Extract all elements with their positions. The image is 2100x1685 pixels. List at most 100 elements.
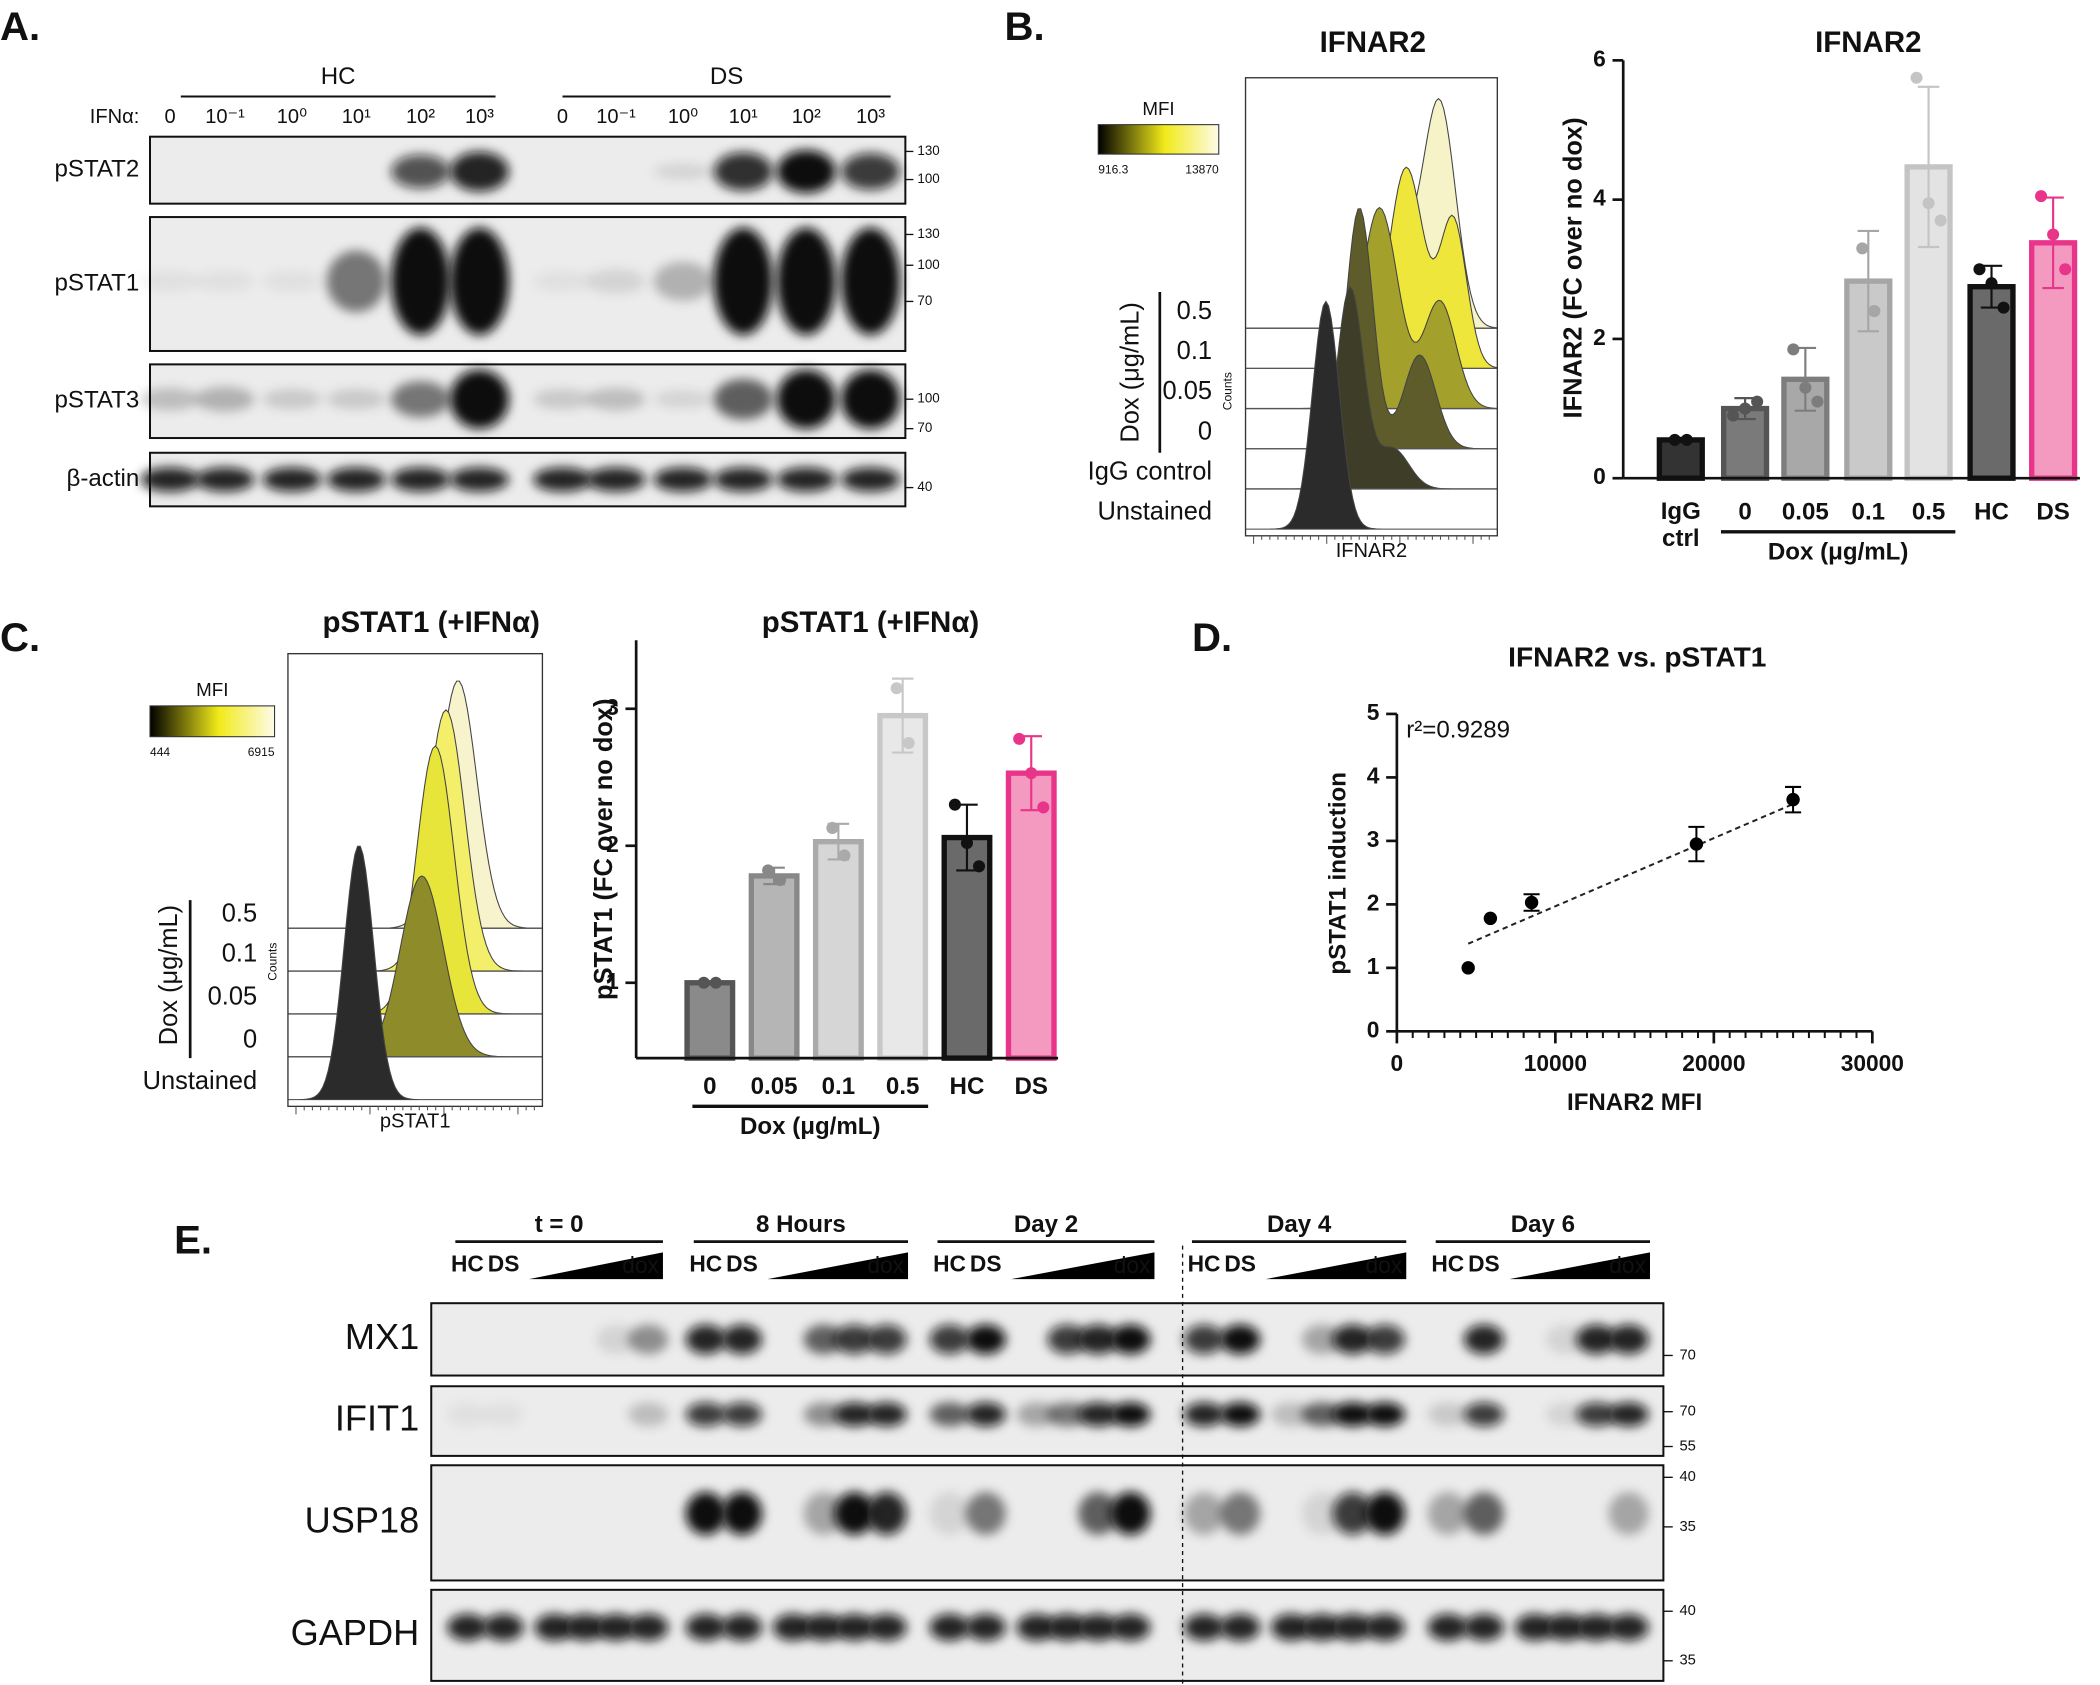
y-tick-label: 4 [1367,762,1380,788]
data-point [1524,895,1539,910]
row-label: 0.05 [1163,377,1213,405]
band [1608,1613,1649,1641]
band [1427,1613,1468,1641]
bar [1967,284,2016,481]
dose-label: IFNα: [90,106,140,128]
band [1110,1324,1151,1355]
lane-label: HC [689,1251,722,1277]
flow-title: pSTAT1 (+IFNα) [323,606,540,639]
row-label: USP18 [305,1499,420,1540]
flow-frame [287,652,544,1108]
row-label: MX1 [345,1316,419,1357]
band [483,1613,524,1641]
band [1463,1613,1505,1641]
band [1270,1402,1312,1427]
band [866,1402,907,1427]
lane-label: HC [451,1251,484,1277]
group-label: HC [321,63,356,90]
x-tick-label: 0.5 [886,1073,919,1100]
color-scale [1097,124,1220,155]
band [685,1613,726,1641]
panel-label: D. [1192,615,1232,660]
data-point [948,798,961,811]
x-tick-label: DS [1015,1073,1048,1100]
timepoint-label: 8 Hours [756,1211,846,1238]
row-label: pSTAT1 [54,269,139,296]
band [1220,1402,1261,1427]
x-tick-label: DS [2036,498,2069,525]
data-point [826,821,839,834]
annotation: r²=0.9289 [1406,717,1510,744]
row-label: 0 [243,1025,257,1053]
band [1183,1492,1225,1535]
band [713,467,773,492]
band [965,1324,1006,1355]
y-axis-label: pSTAT1 (FC over no dox) [590,698,618,999]
band [803,1492,844,1535]
band [447,1613,488,1641]
band [1016,1613,1057,1641]
band [586,467,646,492]
band [1301,1402,1342,1427]
band [483,1402,524,1427]
dose: 10³ [465,106,494,128]
band [1301,1492,1342,1535]
timepoint-label: Day 6 [1511,1211,1575,1238]
band [1078,1492,1119,1535]
y-tick-label: 0 [1367,1016,1380,1042]
band [834,1613,875,1641]
x-label: pSTAT1 [380,1111,451,1133]
row-label: IgG control [1088,458,1212,486]
band [1545,1402,1586,1427]
marker-label: 130 [917,143,939,158]
marker-label: 35 [1679,1653,1695,1669]
row-label: β-actin [67,465,140,492]
x-tick-label: IgG ctrl [1661,498,1701,552]
marker-label: 40 [917,479,932,494]
data-point [1013,732,1026,745]
band [1183,1613,1225,1641]
data-point [1856,242,1869,255]
band [140,271,200,292]
data-point [1739,402,1752,415]
data-point [960,837,973,850]
data-point [1868,305,1881,318]
panel-label: B. [1004,4,1044,49]
lane-label: DS [1468,1251,1500,1277]
dose: 10⁰ [277,106,307,128]
band [391,381,450,418]
band [721,1613,763,1641]
color-scale [149,705,276,738]
bar [877,712,929,1061]
bar [812,838,864,1061]
flow-title: IFNAR2 [1320,26,1426,59]
lane-label: HC [1188,1251,1221,1277]
band [1463,1324,1505,1355]
band [1301,1324,1342,1355]
row-label: 0.1 [222,940,257,968]
band [1078,1613,1119,1641]
band [1576,1324,1617,1355]
band [1364,1613,1405,1641]
band [653,390,713,409]
x-tick-label: 0.1 [1852,498,1885,525]
y-tick-label: 5 [1367,699,1380,725]
data-point [1461,961,1475,975]
band [565,1613,606,1641]
band [1332,1324,1373,1355]
band [195,271,255,292]
data-point [697,976,710,989]
band [1220,1324,1261,1355]
data-point [2059,263,2072,276]
band [595,1613,637,1641]
band [841,153,900,190]
data-point [1787,343,1800,356]
band [1332,1492,1373,1535]
timepoint-label: Day 2 [1014,1211,1078,1238]
band [534,1613,575,1641]
band [533,467,592,492]
dose-label: dox [1114,1252,1151,1278]
band [262,467,322,492]
band [1545,1324,1586,1355]
